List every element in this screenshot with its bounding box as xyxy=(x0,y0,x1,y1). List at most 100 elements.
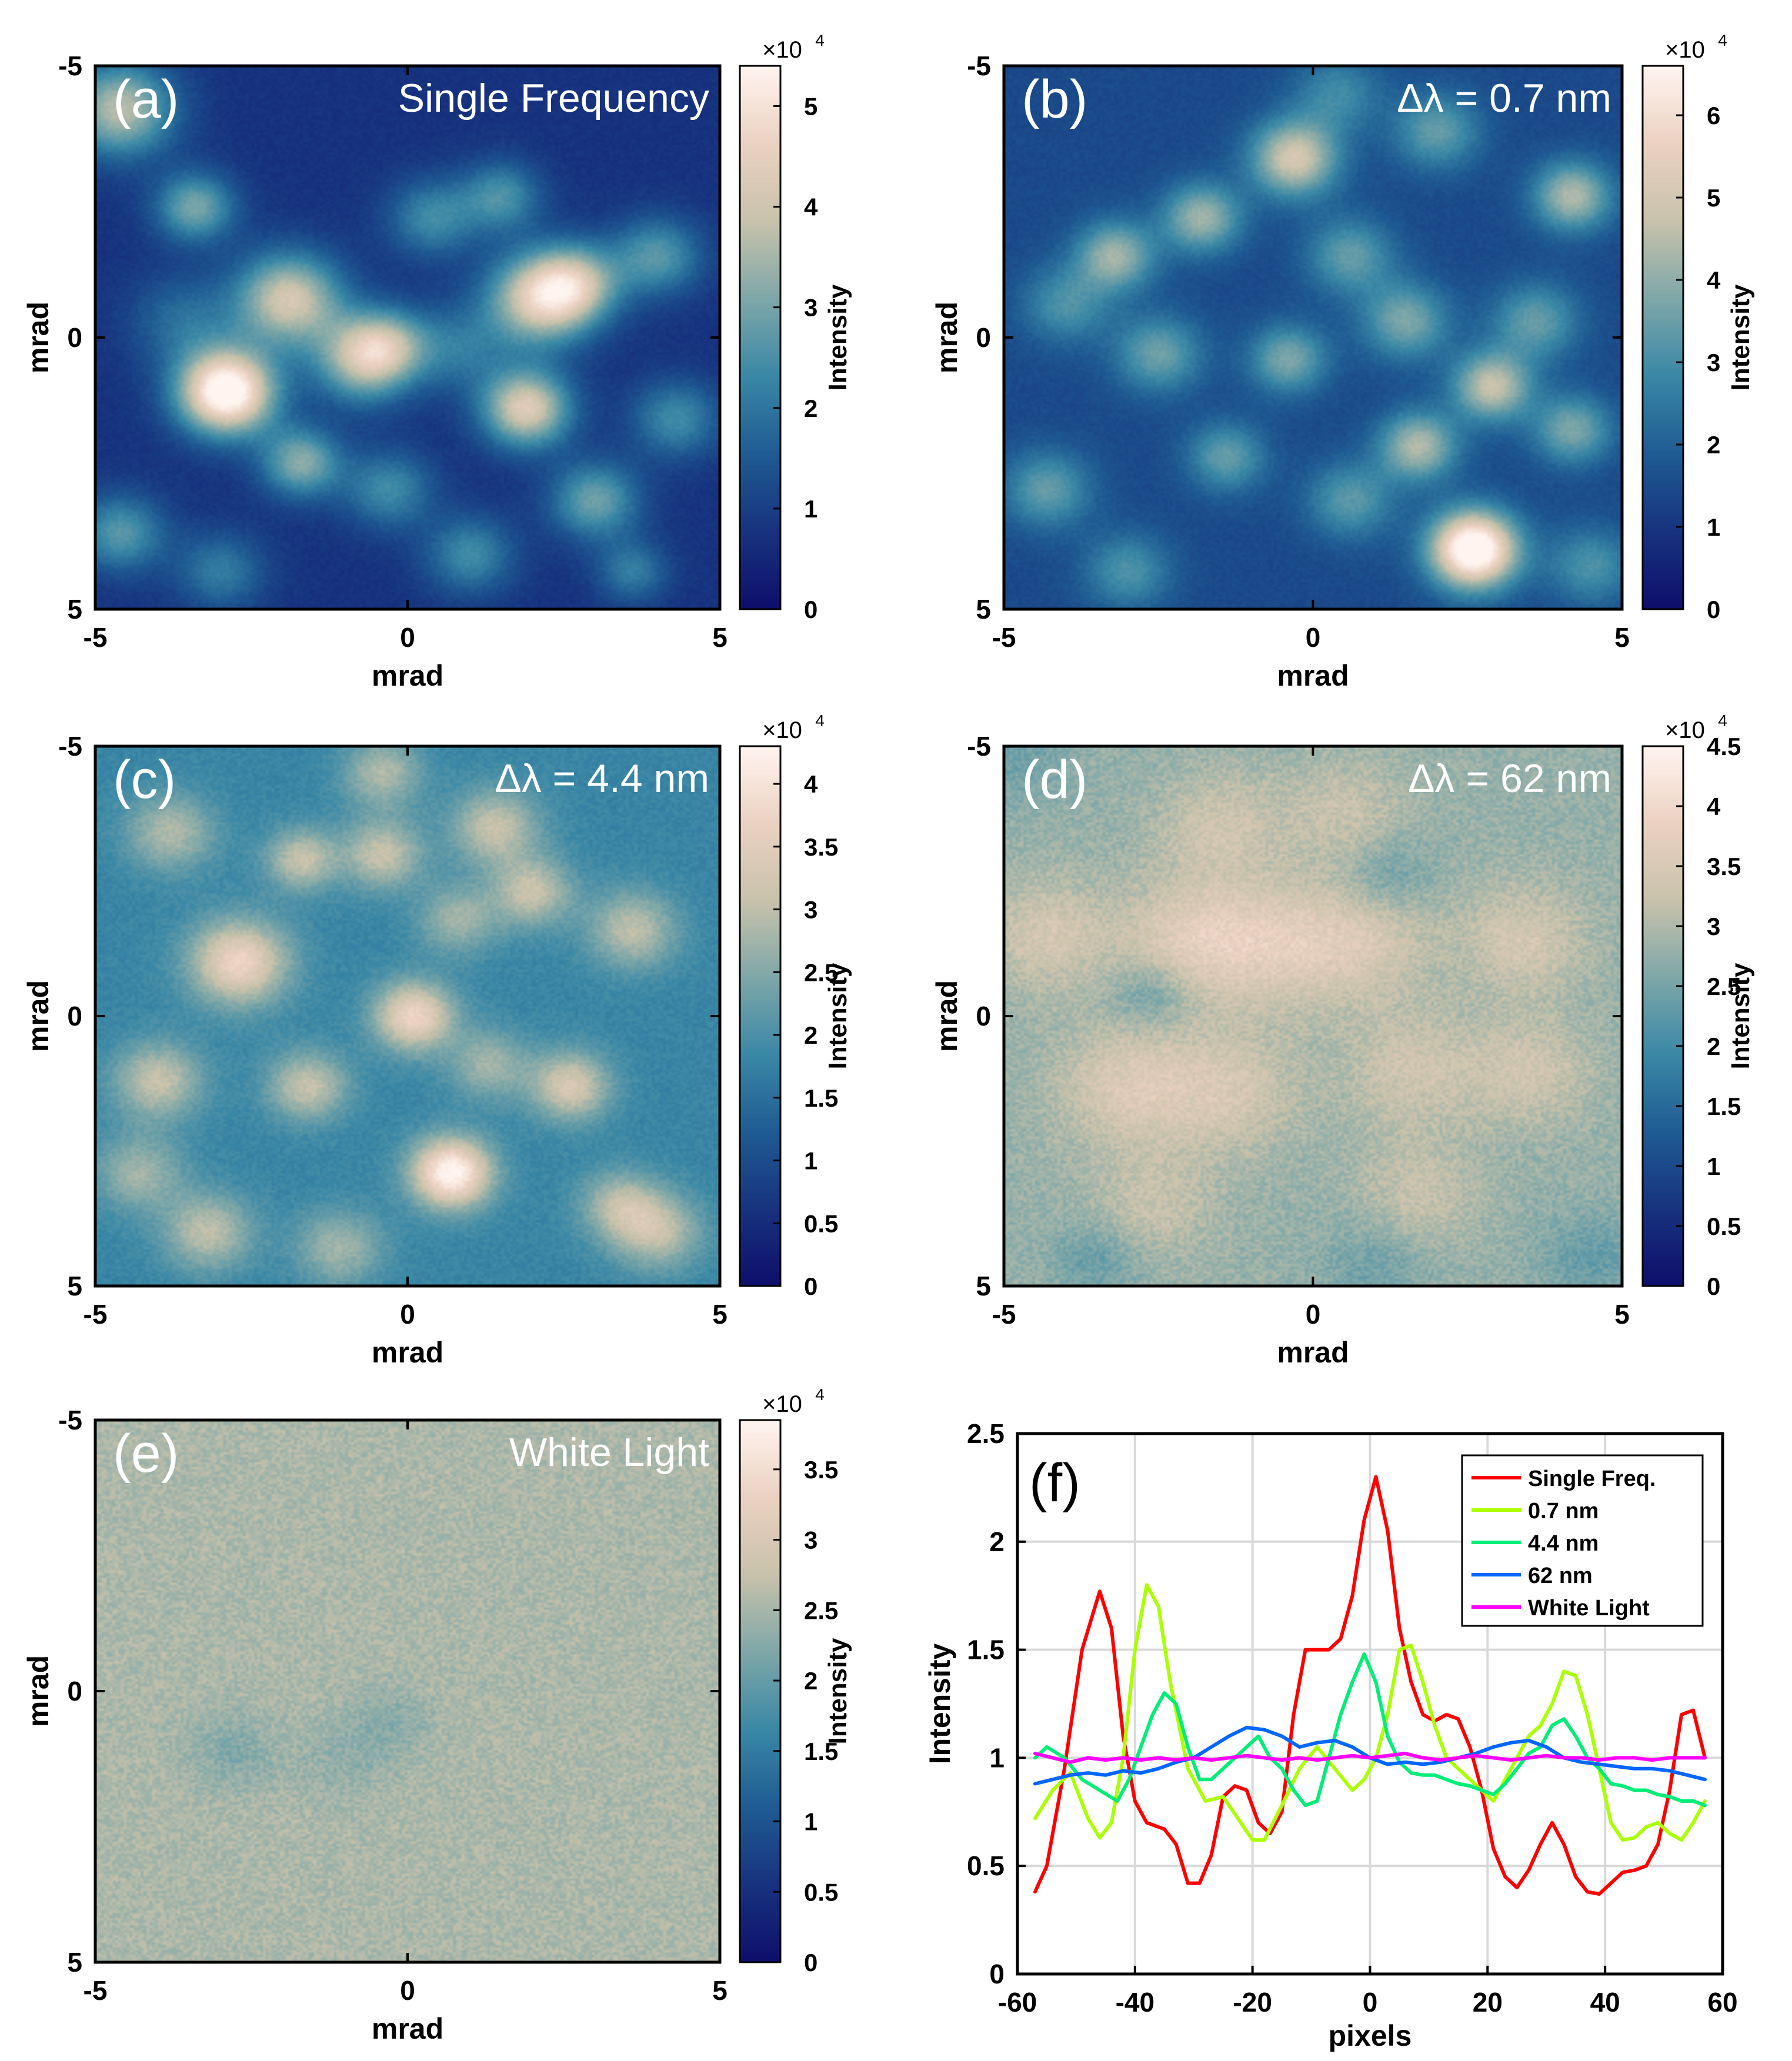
x-tick-label: -5 xyxy=(84,622,108,653)
legend-entry: Single Freq. xyxy=(1528,1467,1656,1491)
x-tick-label: -60 xyxy=(998,1987,1037,2017)
heatmap-image xyxy=(95,1420,720,1962)
y-tick-label: 2 xyxy=(989,1526,1005,1557)
colorbar-tick-label: 2.5 xyxy=(804,1596,838,1624)
y-tick-label: -5 xyxy=(58,1405,82,1435)
x-tick-label: 40 xyxy=(1590,1987,1620,2017)
y-tick-label: 5 xyxy=(67,1271,82,1301)
panel-letter: (d) xyxy=(1022,750,1087,810)
x-tick-label: -40 xyxy=(1116,1987,1154,2017)
panel-letter: (a) xyxy=(113,69,179,129)
legend: Single Freq. 0.7 nm 4.4 nm 62 nm White Light xyxy=(1461,1454,1704,1627)
colorbar xyxy=(1643,66,1683,609)
y-axis-label: mrad xyxy=(930,302,963,373)
y-tick-label: 1 xyxy=(989,1742,1005,1773)
colorbar-tick-label: 2 xyxy=(1707,431,1720,459)
colorbar-exponent: ×10 xyxy=(1665,37,1705,63)
colorbar-exponent-power: 4 xyxy=(815,1385,825,1404)
colorbar-tick-label: 2 xyxy=(804,395,817,422)
y-tick-label: 5 xyxy=(976,594,991,624)
x-tick-label: -5 xyxy=(992,622,1016,653)
x-axis-label: pixels xyxy=(1329,2019,1412,2052)
colorbar-exponent-power: 4 xyxy=(815,31,825,49)
y-tick-label: 0 xyxy=(67,322,82,353)
legend-entry: 4.4 nm xyxy=(1528,1531,1599,1556)
colorbar xyxy=(1643,746,1683,1286)
panel-letter: (e) xyxy=(113,1424,179,1484)
colorbar-exponent: ×10 xyxy=(1665,717,1705,743)
colorbar-exponent: ×10 xyxy=(762,37,802,63)
colorbar-tick-label: 4 xyxy=(804,770,818,798)
colorbar-tick-label: 2.5 xyxy=(1707,973,1741,1000)
colorbar-tick-label: 1 xyxy=(1707,1153,1720,1180)
colorbar-exponent-power: 4 xyxy=(1718,31,1727,49)
x-axis-label: mrad xyxy=(372,659,443,692)
colorbar-tick-label: 5 xyxy=(804,92,817,120)
heatmap-image xyxy=(95,66,720,609)
x-tick-label: -5 xyxy=(84,1299,108,1330)
colorbar-tick-label: 3 xyxy=(804,896,817,924)
x-axis-label: mrad xyxy=(372,2012,443,2045)
colorbar-tick-label: 0.5 xyxy=(1707,1212,1741,1240)
x-tick-label: -5 xyxy=(84,1975,108,2006)
colorbar-exponent: ×10 xyxy=(762,717,802,743)
colorbar-frame xyxy=(739,1419,782,1963)
series-line-0-7-nm xyxy=(1033,1583,1707,1842)
panel-letter: (b) xyxy=(1022,69,1087,129)
y-tick-label: 0 xyxy=(976,1001,991,1031)
panel-title: Δλ = 0.7 nm xyxy=(1397,76,1611,121)
colorbar-frame xyxy=(1641,65,1684,610)
colorbar-tick-label: 1 xyxy=(804,1808,817,1836)
colorbar-tick-label: 4.5 xyxy=(1707,733,1741,760)
x-axis-label: mrad xyxy=(1277,659,1349,692)
colorbar-tick-label: 6 xyxy=(1707,102,1720,129)
y-axis-label: mrad xyxy=(22,302,55,373)
heatmap-image xyxy=(1004,66,1622,609)
x-tick-label: 5 xyxy=(1614,1299,1630,1330)
y-tick-label: 0 xyxy=(976,322,991,353)
y-tick-label: -5 xyxy=(58,731,82,761)
y-tick-label: -5 xyxy=(967,731,991,761)
x-tick-label: 0 xyxy=(1363,1987,1378,2017)
colorbar-tick-label: 3.5 xyxy=(1707,853,1741,880)
colorbar-tick-label: 0 xyxy=(804,1272,817,1300)
y-tick-label: 2.5 xyxy=(967,1418,1005,1449)
colorbar xyxy=(740,66,780,609)
colorbar-exponent: ×10 xyxy=(762,1391,802,1417)
y-axis-label: mrad xyxy=(930,980,963,1052)
colorbar-tick-label: 0 xyxy=(1707,1272,1720,1300)
panel-letter: (f) xyxy=(1029,1453,1080,1513)
y-tick-label: 0.5 xyxy=(967,1850,1005,1881)
legend-entry: 0.7 nm xyxy=(1528,1499,1599,1524)
colorbar-tick-label: 0 xyxy=(1707,596,1720,623)
y-tick-label: 5 xyxy=(67,594,82,624)
colorbar-tick-label: 1 xyxy=(804,495,817,523)
colorbar-exponent-power: 4 xyxy=(1718,712,1727,730)
x-tick-label: 20 xyxy=(1473,1987,1503,2017)
colorbar-tick-label: 0.5 xyxy=(804,1878,838,1906)
colorbar-tick-label: 5 xyxy=(1707,184,1720,212)
y-tick-label: -5 xyxy=(58,51,82,81)
colorbar-tick-label: 2 xyxy=(804,1021,817,1049)
colorbar-tick-label: 3.5 xyxy=(804,1456,838,1484)
heatmap-image xyxy=(1004,746,1622,1286)
x-tick-label: 0 xyxy=(1306,622,1321,653)
colorbar-tick-label: 1 xyxy=(1707,513,1720,541)
series-line-single-freq xyxy=(1033,1475,1707,1896)
x-tick-label: 5 xyxy=(1614,622,1630,653)
y-tick-label: 0 xyxy=(989,1959,1005,1989)
legend-entry: White Light xyxy=(1528,1596,1650,1621)
colorbar-label: Intensity xyxy=(823,1638,852,1744)
x-tick-label: 5 xyxy=(712,1299,728,1330)
colorbar-tick-label: 4 xyxy=(1707,793,1721,820)
colorbar-tick-label: 1.5 xyxy=(804,1084,838,1112)
colorbar-exponent-power: 4 xyxy=(815,712,825,730)
y-tick-label: -5 xyxy=(967,51,991,81)
series-line-white-light xyxy=(1033,1752,1707,1764)
colorbar-frame xyxy=(739,745,782,1287)
series-line-4-4-nm xyxy=(1033,1652,1707,1808)
